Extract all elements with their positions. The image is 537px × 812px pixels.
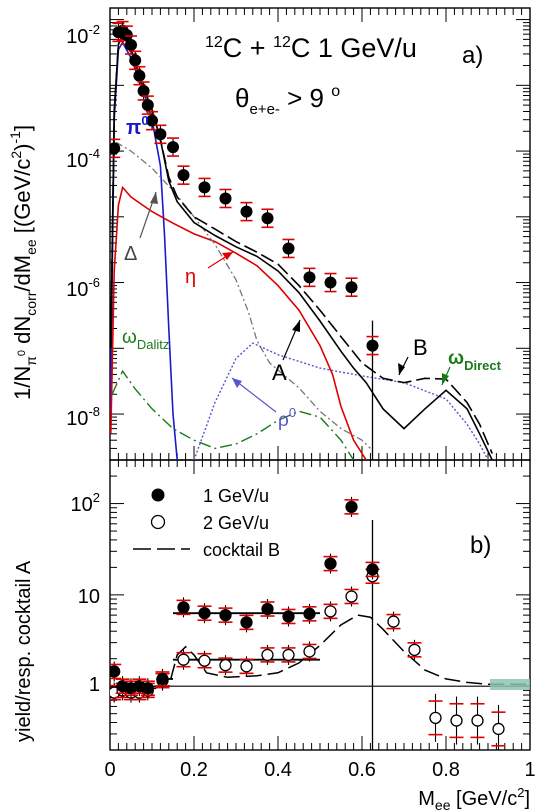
data-point-a [177,165,190,185]
xtick-label-1: 1 [524,759,535,781]
data-point-2gev [281,644,296,665]
data-point-1gev [140,678,155,699]
legend-marker-2gev [150,514,166,530]
legend-marker-1gev [151,488,165,502]
data-point-1gev [218,605,233,626]
data-point-a [110,138,121,159]
legend-label-cocktail-b: cocktail B [203,540,280,560]
data-point-a [324,272,337,293]
ytick-label-a-1e-4: 10-4 [66,146,100,172]
data-point-2gev [323,601,338,622]
label-B: B [413,335,428,360]
label-eta: η [185,266,196,288]
cocktail-B-curve [110,33,493,454]
cocktail-B-ratio-curve [110,614,530,687]
ytick-label-b-100: 102 [71,490,100,516]
label-A: A [272,360,287,385]
data-point-2gev [344,586,359,607]
data-point-a [282,238,295,259]
xtick-label-0.6: 0.6 [348,759,376,781]
x-axis-title: Mee [GeV/c2] [418,785,530,812]
data-point-1gev [239,612,254,633]
eta-curve [110,185,367,460]
y-axis-title-a: 1/Nπ0 dNcorr/dMee [(GeV/c2)-1] [7,125,39,400]
ytick-label-b-10: 10 [78,586,100,608]
xtick-label-0.8: 0.8 [432,759,460,781]
data-point-a [366,335,379,356]
data-point-a [303,267,316,288]
data-point-a [219,188,232,209]
xtick-label-0.4: 0.4 [264,759,292,781]
annotation-arrowheads [150,192,449,388]
data-point-2gev [449,696,464,745]
data-point-a [198,177,211,198]
omega-dalitz-curve [111,369,355,460]
data-point-2gev [386,611,401,632]
xtick-label-0: 0 [104,759,115,781]
data-point-2gev [197,650,212,671]
ytick-label-a-1e-8: 10-8 [66,404,100,430]
data-point-1gev [302,603,317,624]
delta-curve [111,138,371,449]
label-rho0: ρ0 [278,405,296,431]
data-point-2gev [302,641,317,662]
data-point-a [261,208,274,229]
data-point-1gev [344,496,359,517]
annotation-arrows [139,191,451,413]
data-point-a [167,137,179,157]
panel-b-data-points [110,496,506,750]
ytick-label-a-1e-6: 10-6 [66,275,100,301]
data-point-2gev [218,655,233,676]
data-point-a [154,124,167,145]
ytick-label-a-1e-2: 10-2 [66,22,100,48]
data-point-a [240,201,253,222]
panel-b-axis-ticks [109,8,531,751]
data-point-1gev [155,668,170,689]
panel-a-frame [109,7,531,461]
data-point-a [345,277,358,297]
panel-a-axis-ticks [110,8,530,750]
legend-label-2gev: 2 GeV/u [203,513,269,533]
data-point-1gev [281,606,296,627]
label-omega-direct: ωDirect [448,348,502,373]
data-point-a [125,35,137,55]
data-point-1gev [197,603,212,624]
y-axis-title-b: yield/resp. cocktail A [13,560,35,742]
label-delta: Δ [124,243,137,265]
data-point-2gev [407,639,422,660]
panel-b-curves [110,612,530,690]
xtick-label-0.2: 0.2 [180,759,208,781]
data-point-2gev [239,656,254,677]
ytick-label-b-1: 1 [89,674,100,696]
data-point-2gev [470,696,485,745]
angle-cut-label: θe+e- > 9 o [235,83,340,118]
panel-b-label: b) [470,532,491,559]
label-pi0: π0 [126,113,149,139]
panel-a-label: a) [462,42,483,69]
panel-b-frame [109,459,531,751]
legend-label-1gev: 1 GeV/u [203,486,269,506]
data-point-2gev [491,704,506,750]
chart-title: 12C + 12C 1 GeV/u [205,33,417,63]
data-point-1gev [323,553,338,574]
data-point-2gev [428,693,443,742]
label-omega-dalitz: ωDalitz [122,327,169,352]
data-point-1gev [260,599,275,620]
panel-a-data-points [110,20,379,460]
data-point-1gev [176,597,191,618]
normalization-band [490,679,530,690]
rho-curve [193,342,489,460]
data-point-a [146,110,158,131]
legend: 1 GeV/u 2 GeV/u cocktail B [133,486,280,560]
data-point-2gev [260,644,275,665]
data-point-2gev [176,649,191,670]
data-point-1gev [365,559,380,580]
data-point-1gev [110,661,122,682]
